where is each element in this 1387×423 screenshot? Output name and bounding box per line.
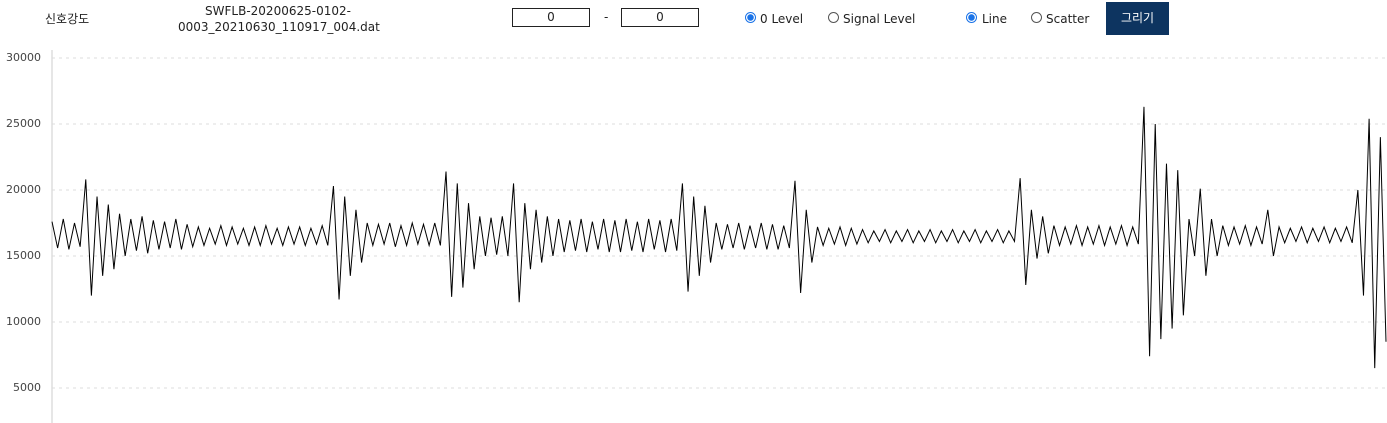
draw-button[interactable]: 그리기: [1106, 2, 1169, 35]
signal-label: 신호강도: [45, 12, 90, 26]
filename-line: SWFLB-20200625-0102-: [205, 4, 351, 18]
y-tick-label: 10000: [6, 315, 41, 328]
radio-label[interactable]: 0 Level: [760, 12, 804, 26]
signal-line: [51, 106, 1387, 369]
range-separator: -: [604, 10, 609, 24]
y-tick-label: 25000: [6, 117, 41, 130]
range-end-input[interactable]: 0: [621, 8, 699, 27]
filename: SWFLB-20200625-0102- 0003_20210630_11091…: [178, 3, 380, 35]
y-tick-label: 15000: [6, 249, 41, 262]
radio-label[interactable]: Signal Level: [843, 12, 916, 26]
y-tick-label: 30000: [6, 51, 41, 64]
range-start-input[interactable]: 0: [512, 8, 590, 27]
radio-label[interactable]: Line: [982, 12, 1008, 26]
radio-label[interactable]: Scatter: [1046, 12, 1090, 26]
radio[interactable]: [745, 12, 756, 23]
radio[interactable]: [1031, 12, 1042, 23]
radio[interactable]: [828, 12, 839, 23]
filename-line: 0003_20210630_110917_004.dat: [178, 20, 380, 34]
y-tick-label: 5000: [13, 381, 41, 394]
y-tick-label: 20000: [6, 183, 41, 196]
radio[interactable]: [966, 12, 977, 23]
